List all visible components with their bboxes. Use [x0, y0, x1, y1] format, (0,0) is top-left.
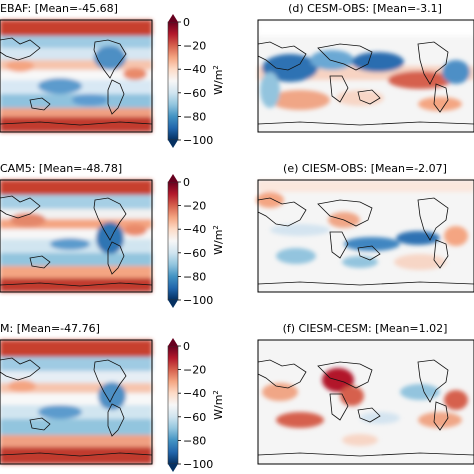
- panel-f-map: [257, 339, 474, 465]
- panel-a-map: [0, 19, 153, 133]
- colorbar-a-label: W/m2: [212, 65, 225, 95]
- colorbar-b-bottom-arrow: [168, 300, 178, 308]
- colorbar-tick-label: −20: [183, 364, 206, 377]
- colorbar-b-bar: [167, 181, 179, 301]
- panel-c-map: [0, 339, 153, 465]
- colorbar-tick-label: −40: [183, 63, 206, 76]
- panel-e-map: [256, 179, 474, 293]
- panel-a: EBAF: [Mean=-45.68]: [0, 2, 153, 133]
- colorbar-tick-label: −20: [183, 40, 206, 53]
- colorbar-c-top-arrow: [168, 338, 178, 346]
- colorbar-c: 0 −20 −40 −60 −80 −100 W/m2: [167, 338, 225, 472]
- colorbar-a-top-arrow: [168, 14, 178, 22]
- panel-b-map: [0, 179, 153, 293]
- colorbar-tick-label: 0: [183, 176, 190, 189]
- colorbar-tick-label: −40: [183, 387, 206, 400]
- colorbar-c-label: W/m2: [212, 390, 225, 420]
- colorbar-tick-label: −80: [183, 110, 206, 123]
- colorbar-b: 0 −20 −40 −60 −80 −100 W/m2: [167, 174, 225, 308]
- panel-d-title: (d) CESM-OBS: [Mean=-3.1]: [288, 2, 442, 15]
- panel-b-title: CAM5: [Mean=-48.78]: [0, 162, 122, 175]
- colorbar-b-top-arrow: [168, 174, 178, 182]
- colorbar-tick-label: 0: [183, 340, 190, 353]
- colorbar-tick-label: −60: [183, 411, 206, 424]
- colorbar-tick-label: −60: [183, 247, 206, 260]
- panel-d: (d) CESM-OBS: [Mean=-3.1]: [257, 2, 474, 133]
- panel-f: (f) CIESM-CESM: [Mean=1.02]: [257, 322, 474, 465]
- colorbar-tick-label: −80: [183, 270, 206, 283]
- colorbar-a-bottom-arrow: [168, 140, 178, 148]
- colorbar-tick-label: −100: [183, 134, 213, 147]
- colorbar-tick-label: −40: [183, 223, 206, 236]
- colorbar-tick-label: −20: [183, 200, 206, 213]
- colorbar-a: 0 −20 −40 −60 −80 −100 W/m2: [167, 14, 225, 148]
- panel-c-title: M: [Mean=-47.76]: [0, 322, 100, 335]
- colorbar-tick-label: −60: [183, 87, 206, 100]
- panel-f-title: (f) CIESM-CESM: [Mean=1.02]: [283, 322, 448, 335]
- colorbar-a-bar: [167, 21, 179, 141]
- colorbar-tick-label: 0: [183, 16, 190, 29]
- panel-b: CAM5: [Mean=-48.78]: [0, 162, 153, 293]
- panel-e: (e) CIESM-OBS: [Mean=-2.07]: [256, 162, 474, 293]
- panel-c: M: [Mean=-47.76]: [0, 322, 153, 465]
- colorbar-c-bottom-arrow: [168, 464, 178, 472]
- colorbar-tick-label: −100: [183, 458, 213, 471]
- panel-a-title: EBAF: [Mean=-45.68]: [0, 2, 118, 15]
- colorbar-tick-label: −100: [183, 294, 213, 307]
- colorbar-c-bar: [167, 345, 179, 465]
- colorbar-tick-label: −80: [183, 434, 206, 447]
- colorbar-b-label: W/m2: [212, 225, 225, 255]
- panel-e-title: (e) CIESM-OBS: [Mean=-2.07]: [283, 162, 447, 175]
- panel-d-map: [257, 19, 474, 133]
